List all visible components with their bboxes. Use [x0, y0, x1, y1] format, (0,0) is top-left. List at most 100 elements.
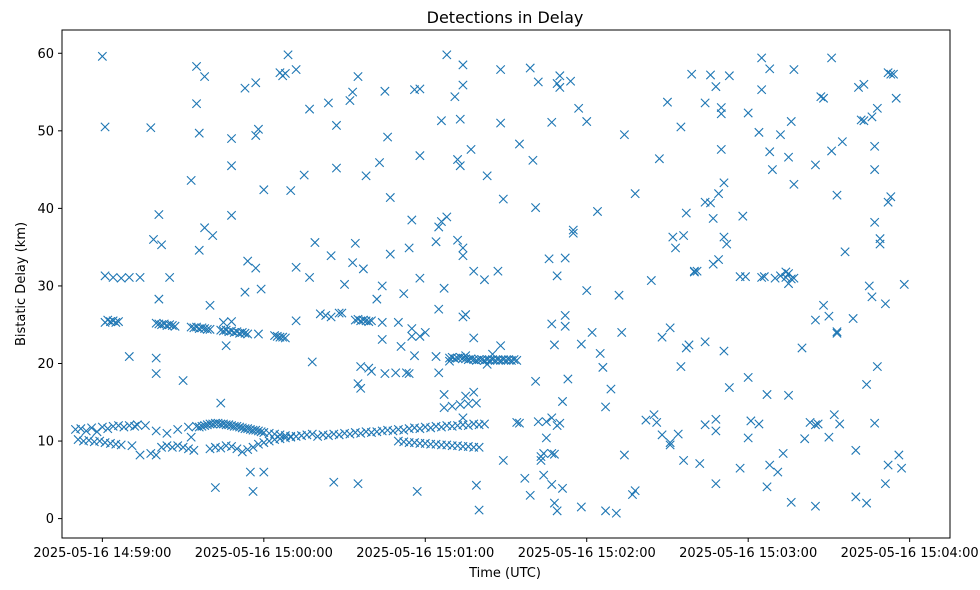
data-point [786, 274, 796, 284]
chart-title: Detections in Delay [427, 8, 584, 27]
y-tick-label: 10 [37, 435, 54, 450]
data-markers [70, 50, 909, 518]
data-point [851, 445, 861, 455]
data-point [899, 279, 909, 289]
data-point [695, 458, 705, 469]
data-point [880, 479, 891, 489]
data-point [496, 64, 506, 75]
data-point [891, 93, 901, 103]
data-point [321, 310, 331, 320]
data-point [474, 505, 484, 515]
data-point [111, 317, 121, 327]
data-point [183, 422, 194, 432]
data-point [757, 85, 767, 95]
data-point [713, 254, 724, 265]
data-point [509, 355, 519, 365]
data-point [165, 272, 175, 282]
data-point [555, 418, 565, 428]
data-point [178, 375, 188, 386]
data-point [162, 428, 172, 438]
data-point [818, 300, 829, 310]
data-point [455, 114, 465, 124]
data-point [810, 420, 821, 430]
data-point [525, 490, 535, 500]
data-point [334, 430, 344, 440]
data-point [740, 272, 751, 282]
data-point [372, 294, 382, 304]
data-point [132, 420, 142, 430]
data-point [243, 329, 253, 339]
data-point [442, 50, 452, 60]
data-point [469, 266, 479, 276]
data-point [775, 130, 786, 140]
data-point [259, 185, 269, 195]
data-point [415, 84, 425, 94]
data-point [226, 133, 237, 144]
data-point [251, 263, 261, 273]
data-point [124, 272, 134, 282]
data-point [496, 118, 506, 128]
data-point [896, 463, 907, 473]
data-point [662, 97, 673, 107]
data-point [482, 359, 492, 369]
data-point [356, 428, 366, 438]
data-point [829, 410, 839, 420]
data-point [167, 442, 177, 452]
data-point [606, 384, 616, 394]
data-point [183, 444, 194, 454]
data-point [148, 234, 159, 244]
data-point [861, 379, 872, 390]
data-point [859, 79, 869, 89]
data-point [315, 309, 325, 319]
data-point [431, 351, 441, 362]
data-point [240, 83, 250, 93]
data-point [259, 467, 269, 477]
data-point [479, 419, 490, 429]
data-point [130, 421, 140, 431]
data-point [237, 327, 247, 338]
data-point [95, 436, 105, 446]
data-point [800, 434, 810, 444]
data-point [708, 213, 718, 224]
data-point [197, 323, 207, 333]
data-point [600, 402, 611, 412]
data-point [673, 429, 683, 439]
data-point [754, 419, 764, 429]
data-point [248, 486, 258, 497]
data-point [765, 460, 775, 470]
data-point [837, 137, 847, 147]
data-point [711, 426, 721, 436]
data-point [627, 489, 638, 500]
data-point [243, 444, 253, 455]
data-point [299, 170, 309, 180]
data-point [232, 421, 242, 431]
data-point [235, 422, 245, 432]
data-point [127, 441, 137, 451]
data-point [867, 112, 877, 122]
data-point [361, 171, 371, 181]
data-point [719, 178, 729, 188]
data-point [167, 320, 177, 331]
data-point [547, 319, 557, 329]
data-point [135, 450, 145, 460]
data-point [334, 308, 344, 318]
data-point [711, 82, 721, 92]
y-tick-label: 40 [37, 202, 54, 217]
y-axis: 0 10 20 30 40 50 60 [37, 47, 62, 527]
data-point [722, 239, 732, 249]
data-point [323, 431, 333, 441]
data-point [531, 203, 541, 213]
data-point [97, 422, 107, 432]
data-point [442, 212, 452, 222]
data-point [568, 228, 578, 238]
data-point [657, 430, 667, 440]
data-point [870, 165, 880, 175]
data-point [407, 324, 417, 334]
data-point [657, 332, 667, 342]
data-point [189, 445, 199, 455]
data-point [765, 147, 775, 157]
data-point [415, 273, 425, 283]
data-point [162, 441, 172, 451]
data-point [191, 61, 202, 72]
